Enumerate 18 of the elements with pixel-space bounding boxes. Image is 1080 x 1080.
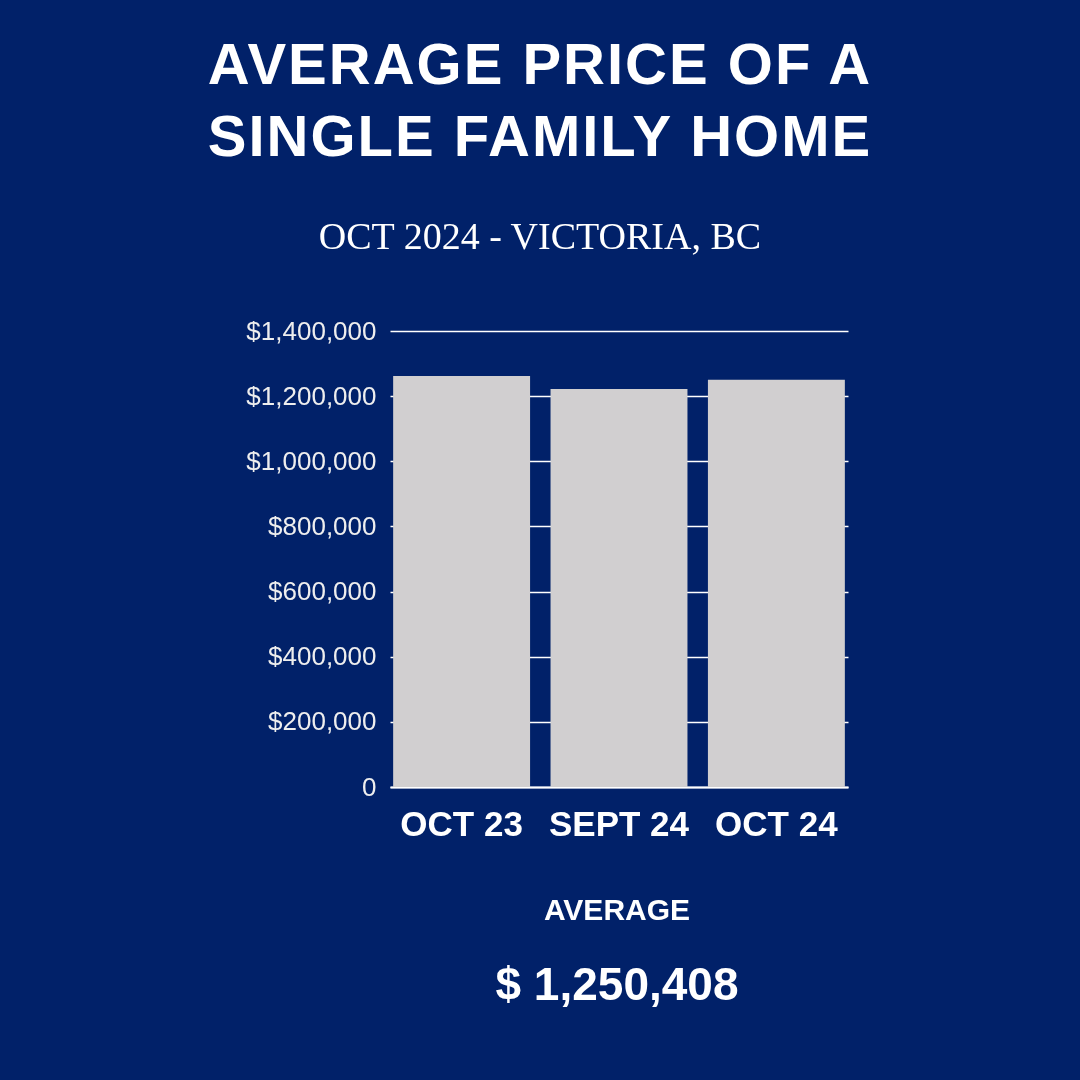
chart-subtitle: OCT 2024 - VICTORIA, BC [317, 214, 763, 259]
y-tick-label: $800,000 [268, 510, 377, 541]
y-tick-label: $1,200,000 [246, 380, 377, 411]
x-tick-label: SEPT 24 [548, 803, 690, 843]
bar [707, 379, 845, 787]
y-tick-label: 0 [362, 771, 377, 802]
y-tick-label: $600,000 [268, 576, 377, 607]
bar [550, 388, 688, 787]
chart-title: AVERAGE PRICE OF A SINGLE FAMILY HOME [206, 30, 874, 170]
x-tick-label: OCT 24 [715, 803, 839, 843]
y-tick-label: $1,000,000 [246, 445, 377, 476]
y-tick-label: $200,000 [268, 706, 377, 737]
text: AVERAGE [542, 892, 692, 928]
bar [393, 375, 531, 787]
x-tick-label: OCT 23 [400, 803, 523, 843]
y-tick-label: $1,400,000 [246, 315, 377, 346]
y-tick-label: $400,000 [268, 641, 377, 672]
text: $ 1,250,408 [494, 957, 740, 1012]
